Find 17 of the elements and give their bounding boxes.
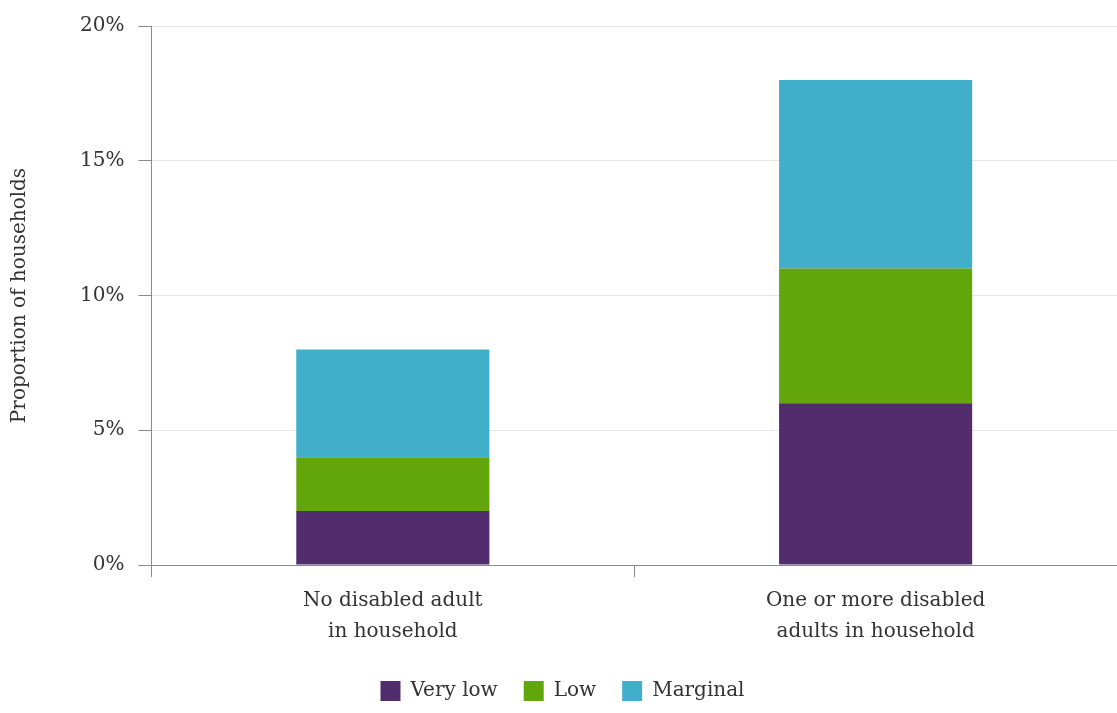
legend-label: Very low [409,677,498,702]
x-tick-label: One or more disabled adults in household [765,586,986,642]
y-axis-title: Proportion of households [6,167,31,424]
y-tick-label: 15% [80,146,125,171]
bar [779,403,973,565]
bar [779,268,973,404]
bar [296,457,490,512]
bar [296,511,490,565]
y-tick-label: 20% [80,12,125,37]
x-tick-label: No disabled adult in household [303,586,483,642]
y-tick-label: 5% [92,416,125,441]
legend-label: Low [553,677,597,702]
legend-label: Marginal [652,677,745,702]
bar [779,79,973,269]
bar [296,349,490,458]
y-tick-label: 0% [92,551,125,576]
y-tick-label: 10% [80,281,125,306]
